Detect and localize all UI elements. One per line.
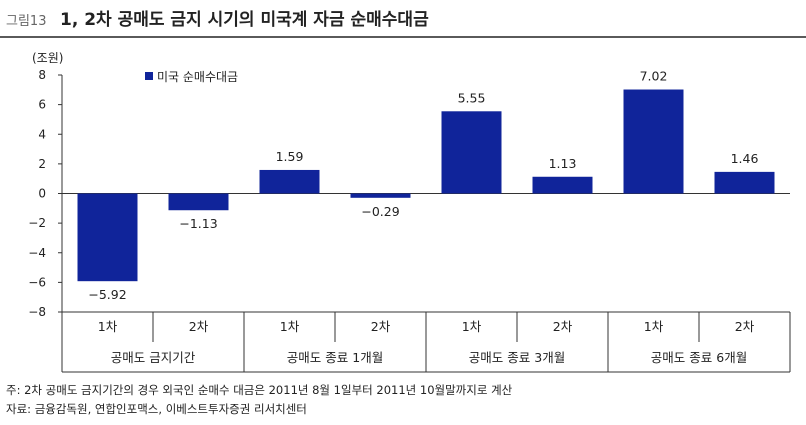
title-rule bbox=[0, 36, 806, 38]
bar bbox=[350, 193, 411, 198]
x-category-label: 1차 bbox=[644, 319, 664, 334]
bar-value-label: 5.55 bbox=[458, 90, 486, 105]
bar-value-label: 1.13 bbox=[549, 156, 577, 171]
x-group-label: 공매도 종료 3개월 bbox=[469, 350, 565, 365]
bar bbox=[259, 169, 320, 194]
y-axis: 8 6 4 2 0 −2 −4 −6 −8 bbox=[28, 68, 790, 319]
figure-notes: 주: 2차 공매도 금지기간의 경우 외국인 순매수 대금은 2011년 8월 … bbox=[6, 381, 512, 419]
bar bbox=[441, 111, 502, 194]
figure-number: 그림13 bbox=[6, 14, 47, 29]
bar bbox=[77, 193, 138, 282]
bar bbox=[532, 176, 593, 194]
bar bbox=[168, 193, 229, 211]
bar bbox=[714, 171, 775, 194]
y-tick-label: −2 bbox=[28, 216, 46, 230]
x-category-label: 2차 bbox=[735, 319, 755, 334]
y-tick-label: 6 bbox=[38, 98, 46, 112]
y-tick-label: 4 bbox=[38, 127, 46, 141]
x-category-label: 2차 bbox=[189, 319, 209, 334]
y-tick-label: 8 bbox=[38, 68, 46, 82]
x-category-label: 1차 bbox=[280, 319, 300, 334]
x-category-label: 2차 bbox=[371, 319, 391, 334]
bar-value-label: 1.59 bbox=[276, 149, 304, 164]
bar bbox=[623, 89, 684, 194]
figure-header: 그림13 1, 2차 공매도 금지 시기의 미국계 자금 순매수대금 bbox=[0, 0, 806, 38]
source-note: 자료: 금융감독원, 연합인포맥스, 이베스트투자증권 리서치센터 bbox=[6, 402, 307, 416]
bar-series: −5.92 −1.13 1.59 −0.29 5.55 1.13 7.02 1.46 bbox=[77, 69, 775, 302]
y-tick-label: 2 bbox=[38, 157, 46, 171]
bar-value-label: 7.02 bbox=[640, 69, 668, 84]
x-category-label: 1차 bbox=[462, 319, 482, 334]
x-category-label: 1차 bbox=[98, 319, 118, 334]
bar-value-label: 1.46 bbox=[731, 151, 759, 166]
y-tick-label: −4 bbox=[28, 246, 46, 260]
bar-value-label: −0.29 bbox=[361, 204, 399, 219]
figure-title: 1, 2차 공매도 금지 시기의 미국계 자금 순매수대금 bbox=[60, 10, 429, 30]
y-tick-label: −6 bbox=[28, 275, 46, 289]
bar-value-label: −1.13 bbox=[179, 216, 217, 231]
bar-chart: (조원) 8 6 4 2 0 −2 −4 −6 −8 −5.92 −1.13 1.59 −0.29 5.… bbox=[28, 51, 791, 373]
y-tick-label: −8 bbox=[28, 305, 46, 319]
legend-swatch bbox=[145, 72, 153, 80]
legend: 미국 순매수대금 bbox=[145, 70, 238, 84]
x-group-label: 공매도 종료 6개월 bbox=[651, 350, 747, 365]
y-axis-unit-label: (조원) bbox=[32, 51, 63, 65]
legend-label: 미국 순매수대금 bbox=[157, 70, 238, 84]
footnote: 주: 2차 공매도 금지기간의 경우 외국인 순매수 대금은 2011년 8월 … bbox=[6, 383, 513, 397]
bar-value-label: −5.92 bbox=[88, 287, 126, 302]
x-group-label: 공매도 종료 1개월 bbox=[287, 350, 383, 365]
y-tick-label: 0 bbox=[38, 187, 46, 201]
x-category-label: 2차 bbox=[553, 319, 573, 334]
x-group-label: 공매도 금지기간 bbox=[111, 350, 196, 365]
